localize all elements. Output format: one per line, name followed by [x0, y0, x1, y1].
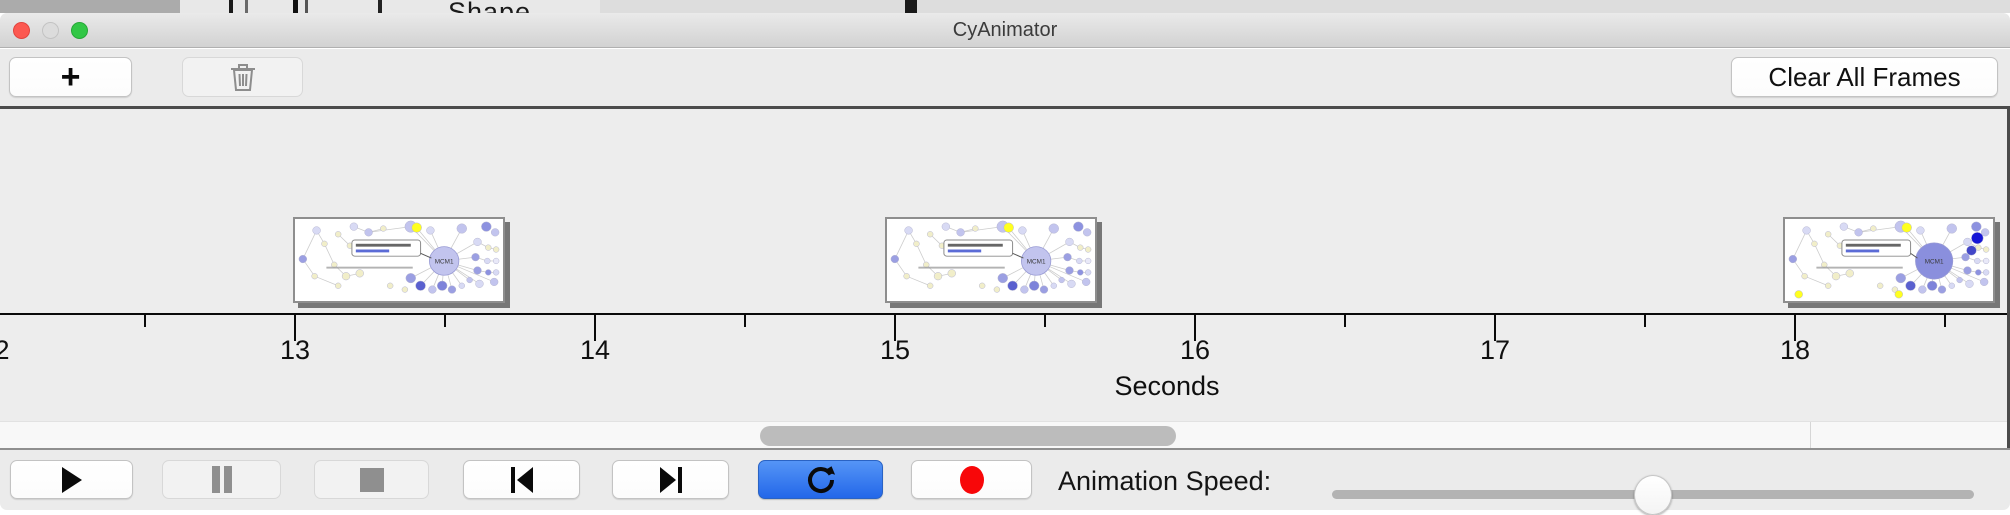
tick-label: 18	[1779, 335, 1811, 365]
svg-text:MCM1: MCM1	[435, 258, 454, 265]
animation-speed-label: Animation Speed:	[1058, 466, 1272, 496]
tick-label: 2	[0, 335, 10, 365]
clear-all-frames-button[interactable]: Clear All Frames	[1731, 57, 1998, 97]
minimize-button[interactable]	[42, 22, 59, 39]
skip-to-start-icon	[510, 466, 534, 494]
minor-tick	[1644, 315, 1646, 327]
pause-icon	[211, 466, 233, 493]
play-icon	[61, 466, 83, 494]
loop-icon	[806, 465, 836, 495]
play-button[interactable]	[10, 460, 133, 499]
timeline-panel: MCM1 MCM1 MCM1 2 13 14 15 16 17 18 Seconds	[0, 106, 2010, 449]
loop-button[interactable]	[758, 460, 883, 499]
background-fragment	[180, 0, 600, 13]
skip-to-start-button[interactable]	[463, 460, 580, 499]
background-fragment	[378, 0, 382, 13]
skip-to-end-button[interactable]	[612, 460, 729, 499]
background-fragment	[600, 0, 2010, 13]
tick-label: 13	[279, 335, 311, 365]
frame-toolbar: + Clear All Frames	[0, 49, 2010, 106]
playback-controls: Animation Speed:	[0, 448, 2010, 515]
background-fragment	[245, 0, 248, 13]
slider-thumb[interactable]	[1634, 475, 1672, 515]
stop-button[interactable]	[314, 460, 429, 499]
major-tick	[594, 315, 596, 341]
skip-to-end-icon	[659, 466, 683, 494]
frame-thumbnail[interactable]: MCM1	[885, 217, 1097, 303]
add-frame-button[interactable]: +	[9, 57, 132, 97]
pause-button[interactable]	[162, 460, 281, 499]
record-icon	[958, 465, 986, 495]
animation-speed-slider[interactable]	[1332, 450, 1974, 515]
zoom-button[interactable]	[71, 22, 88, 39]
title-bar: CyAnimator	[0, 13, 2010, 48]
frame-thumbnail[interactable]: MCM1	[1783, 217, 1995, 303]
major-tick	[1194, 315, 1196, 341]
minor-tick	[444, 315, 446, 327]
background-fragment	[305, 0, 308, 13]
tick-label: 14	[579, 335, 611, 365]
svg-text:MCM1: MCM1	[1925, 258, 1944, 265]
clear-all-frames-label: Clear All Frames	[1768, 61, 1961, 92]
delete-frame-button[interactable]	[182, 57, 303, 97]
minor-tick	[744, 315, 746, 327]
scrollbar-divider	[1810, 422, 1811, 449]
background-partial-text: Shape	[448, 0, 531, 13]
timeline-scrollbar[interactable]	[0, 421, 2007, 449]
minor-tick	[1944, 315, 1946, 327]
major-tick	[294, 315, 296, 341]
background-fragment	[293, 0, 298, 13]
background-fragment	[229, 0, 233, 13]
minor-tick	[1344, 315, 1346, 327]
minor-tick	[1044, 315, 1046, 327]
tick-label: 16	[1179, 335, 1211, 365]
window-title: CyAnimator	[952, 19, 1058, 41]
svg-text:MCM1: MCM1	[1027, 258, 1046, 265]
tick-label: 15	[879, 335, 911, 365]
background-fragment	[0, 0, 180, 13]
background-app-strip: Shape	[0, 0, 2010, 13]
trash-icon	[230, 62, 256, 92]
plus-icon: +	[60, 57, 81, 96]
major-tick	[1794, 315, 1796, 341]
record-button[interactable]	[911, 460, 1032, 499]
ruler-unit-label: Seconds	[1114, 371, 1220, 401]
stop-icon	[359, 467, 384, 492]
minor-tick	[144, 315, 146, 327]
frame-thumbnail[interactable]: MCM1	[293, 217, 505, 303]
major-tick	[1494, 315, 1496, 341]
scrollbar-thumb[interactable]	[760, 426, 1176, 446]
close-button[interactable]	[13, 22, 30, 39]
tick-label: 17	[1479, 335, 1511, 365]
major-tick	[894, 315, 896, 341]
ruler-line	[0, 313, 2007, 315]
background-fragment	[905, 0, 917, 13]
